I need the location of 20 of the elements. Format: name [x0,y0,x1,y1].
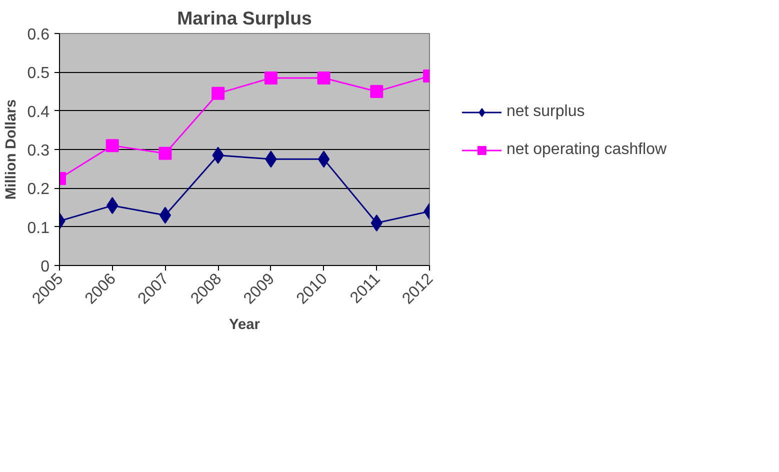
point [106,139,119,152]
y-tick-label: 0.4 [27,104,50,121]
y-tick-label: 0.3 [27,142,50,160]
y-tick-label: 0.5 [27,65,50,82]
y-axis-title: Million Dollars [3,99,20,200]
point [318,150,330,168]
point [159,206,172,224]
point [212,86,225,100]
y-tick-label: 0 [40,258,50,276]
point [264,71,278,84]
y-tick-label: 0.6 [27,26,50,44]
chart-title: Marina Surplus [177,8,312,28]
legend-label: net surplus [506,103,585,121]
point [158,146,172,160]
legend-label: net operating cashflow [506,141,667,159]
x-axis-title: Year [229,317,260,334]
y-tick-label: 0.1 [27,220,50,237]
y-tick-label: 0.2 [27,181,50,198]
point [317,71,330,84]
point [370,85,384,98]
